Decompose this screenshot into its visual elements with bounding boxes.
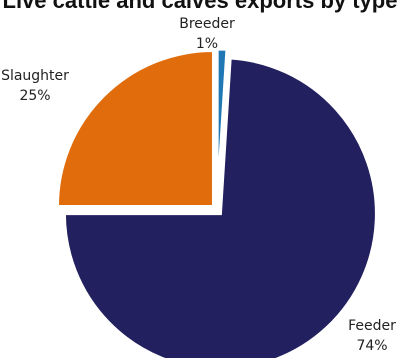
slice-value-feeder: 74%: [356, 338, 387, 354]
slice-label-slaughter: Slaughter: [1, 68, 69, 84]
slice-value-breeder: 1%: [196, 36, 218, 52]
pie-slice-slaughter: [55, 48, 215, 208]
pie-labels: Breeder 1% Feeder 74% Slaughter 25%: [1, 16, 396, 354]
slice-label-feeder: Feeder: [348, 318, 396, 334]
pie-slices: [55, 47, 378, 358]
pie-slice-feeder: [62, 56, 378, 358]
pie-slice-breeder: [215, 47, 229, 206]
chart-title: Live cattle and calves exports by type: [3, 0, 398, 13]
slice-value-slaughter: 25%: [19, 88, 50, 104]
slice-label-breeder: Breeder: [179, 16, 235, 32]
